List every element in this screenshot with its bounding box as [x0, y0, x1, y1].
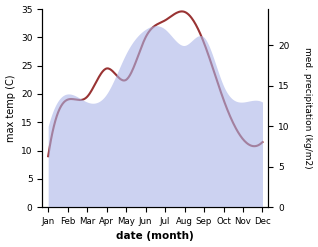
Y-axis label: med. precipitation (kg/m2): med. precipitation (kg/m2) [303, 47, 313, 169]
X-axis label: date (month): date (month) [116, 231, 194, 242]
Y-axis label: max temp (C): max temp (C) [5, 74, 16, 142]
